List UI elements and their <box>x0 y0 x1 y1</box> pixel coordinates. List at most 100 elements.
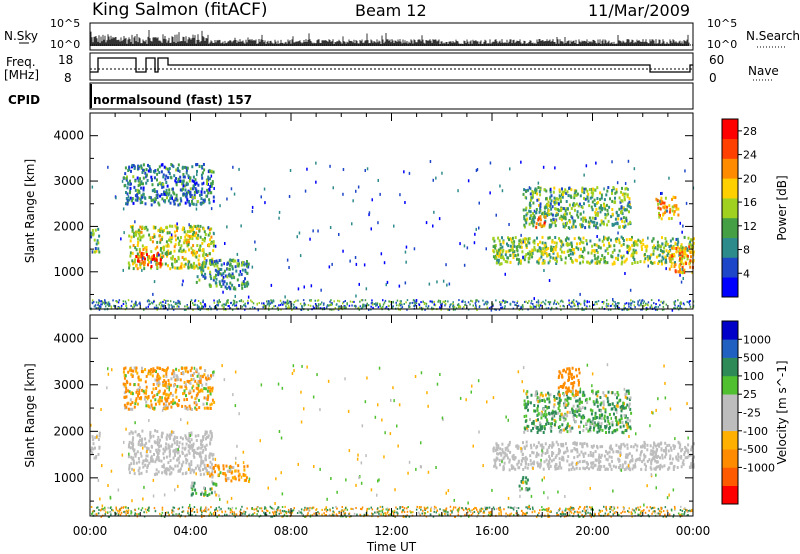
power-echo-cell <box>138 247 141 251</box>
power-echo-cell <box>97 241 100 245</box>
power-echo-cell <box>528 237 531 241</box>
power-near-range-cell <box>658 299 660 302</box>
power-echo-cell <box>540 224 543 228</box>
velocity-echo-cell <box>192 442 195 446</box>
power-echo-cell <box>557 208 560 212</box>
velocity-echo-cell <box>188 380 191 383</box>
velocity-echo-cell <box>499 447 502 451</box>
velocity-echo-cell <box>557 401 560 405</box>
velocity-echo-cell <box>636 444 639 448</box>
power-near-range-cell <box>238 300 241 303</box>
power-echo-cell <box>554 219 557 223</box>
velocity-echo-cell <box>195 439 198 442</box>
power-near-range-cell <box>131 306 134 309</box>
velocity-echo-cell <box>633 465 636 469</box>
velocity-echo-cell <box>163 391 166 395</box>
power-echo-cell <box>179 265 182 269</box>
power-echo-cell <box>155 263 158 267</box>
power-echo-cell <box>246 280 249 284</box>
velocity-echo-cell <box>185 461 188 465</box>
velocity-echo-region <box>122 366 216 411</box>
power-echo-cell <box>195 227 198 230</box>
velocity-echo-cell <box>536 461 539 465</box>
power-sparse-cell <box>684 169 686 173</box>
velocity-echo-cell <box>152 367 155 371</box>
velocity-echo-cell <box>512 457 515 461</box>
power-echo-cell <box>229 263 232 267</box>
power-echo-cell <box>193 180 196 184</box>
power-echo-cell <box>539 193 542 197</box>
power-sparse-cell <box>543 212 546 215</box>
velocity-echo-cell <box>131 467 134 471</box>
power-echo-cell <box>208 252 211 256</box>
velocity-echo-cell <box>595 458 598 462</box>
power-near-range-cell <box>679 307 681 310</box>
power-near-range-cell <box>457 305 460 308</box>
velocity-echo-cell <box>184 446 187 450</box>
power-echo-cell <box>143 263 146 267</box>
power-echo-cell <box>567 226 570 229</box>
velocity-echo-cell <box>655 453 657 457</box>
power-sparse-cell <box>286 258 289 262</box>
power-sparse-cell <box>408 171 411 175</box>
velocity-echo-cell <box>606 396 609 400</box>
power-echo-cell <box>550 218 553 222</box>
power-near-range-cell <box>471 300 474 303</box>
power-sparse-cell <box>682 224 684 228</box>
power-echo-cell <box>594 217 597 220</box>
velocity-echo-cell <box>502 457 505 461</box>
power-echo-cell <box>657 262 660 265</box>
velocity-echo-cell <box>161 368 164 372</box>
power-near-range-cell <box>527 302 529 304</box>
velocity-echo-cell <box>151 445 153 449</box>
power-echo-cell <box>533 239 536 243</box>
velocity-echo-cell <box>580 415 583 419</box>
power-sparse-cell <box>226 225 228 229</box>
power-echo-cell <box>567 249 570 253</box>
power-colorbar-segment <box>722 198 738 219</box>
power-near-range-cell <box>601 306 603 309</box>
velocity-echo-cell <box>145 454 148 458</box>
power-echo-cell <box>641 238 644 242</box>
power-echo-cell <box>202 201 205 205</box>
power-near-range-cell <box>427 306 429 309</box>
velocity-echo-cell <box>578 453 581 457</box>
power-echo-cell <box>512 242 515 246</box>
velocity-echo-cell <box>539 462 542 466</box>
velocity-echo-cell <box>152 395 155 399</box>
power-echo-cell <box>505 250 508 254</box>
power-sparse-cell <box>463 244 466 248</box>
power-echo-cell <box>129 239 132 243</box>
velocity-echo-cell <box>193 401 196 405</box>
power-echo-cell <box>579 212 582 216</box>
power-echo-cell <box>623 208 626 212</box>
velocity-echo-cell <box>172 430 175 434</box>
velocity-echo-cell <box>653 467 656 471</box>
velocity-echo-cell <box>599 403 602 407</box>
power-sparse-cell <box>251 205 254 209</box>
velocity-echo-cell <box>654 455 657 459</box>
power-echo-cell <box>126 192 129 196</box>
velocity-echo-cell <box>181 442 184 446</box>
power-echo-cell <box>615 239 618 243</box>
power-colorbar-tick-label: 4 <box>743 267 750 280</box>
power-echo-cell <box>586 189 589 193</box>
power-echo-cell <box>128 266 131 270</box>
power-echo-cell <box>567 254 570 257</box>
power-near-range-cell <box>396 299 399 302</box>
power-echo-cell <box>546 253 549 257</box>
power-echo-cell <box>609 197 611 201</box>
power-sparse-cell <box>661 191 663 195</box>
power-echo-cell <box>176 229 178 233</box>
velocity-echo-cell <box>538 396 541 400</box>
power-sparse-cell <box>404 201 406 204</box>
velocity-echo-cell <box>182 372 185 376</box>
power-echo-cell <box>683 256 686 260</box>
power-echo-cell <box>582 216 585 220</box>
power-echo-cell <box>553 196 556 200</box>
velocity-echo-cell <box>542 467 545 471</box>
power-echo-cell <box>206 179 209 183</box>
velocity-echo-cell <box>170 433 173 437</box>
power-echo-cell <box>621 260 624 264</box>
velocity-echo-cell <box>245 478 247 482</box>
